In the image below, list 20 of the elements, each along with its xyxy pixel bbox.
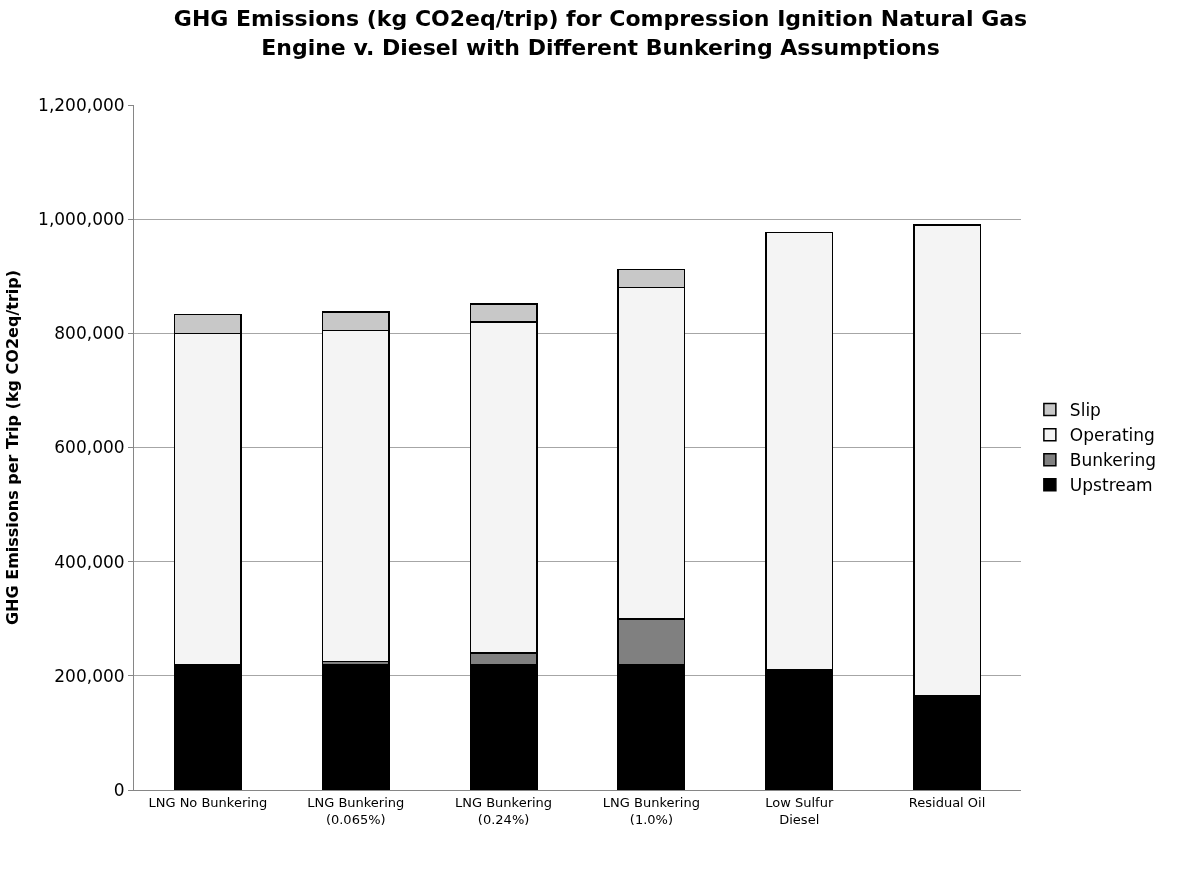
y-tick-label: 200,000: [54, 665, 125, 686]
x-tick-label: LNG Bunkering (1.0%): [602, 794, 700, 827]
x-tick-label: LNG Bunkering (0.065%): [307, 794, 405, 827]
y-axis-title: GHG Emissions per Trip (kg CO2eq/trip): [2, 269, 22, 626]
legend-label: Upstream: [1069, 475, 1153, 496]
x-tick-label: LNG Bunkering (0.24%): [455, 794, 553, 827]
legend-label: Operating: [1069, 425, 1155, 446]
chart-title: GHG Emissions (kg CO2eq/trip) for Compression Ignition Natural Gas Engine v. Diesel with Different Bunkering Assumptions: [173, 6, 1028, 60]
y-tick-label: 600,000: [54, 437, 125, 458]
y-tick-label: 400,000: [54, 551, 125, 572]
legend-label: Slip: [1069, 400, 1101, 421]
x-tick-label: Low Sulfur Diesel: [765, 794, 834, 827]
bar: [321, 663, 390, 790]
x-tick-label: LNG No Bunkering: [148, 794, 268, 810]
y-tick-label: 0: [113, 779, 125, 800]
y-tick-label: 1,000,000: [38, 209, 125, 230]
x-tick-label: Residual Oil: [908, 794, 986, 810]
y-tick-label: 1,200,000: [38, 94, 125, 115]
legend-label: Bunkering: [1069, 450, 1157, 471]
y-tick-label: 800,000: [54, 323, 125, 344]
